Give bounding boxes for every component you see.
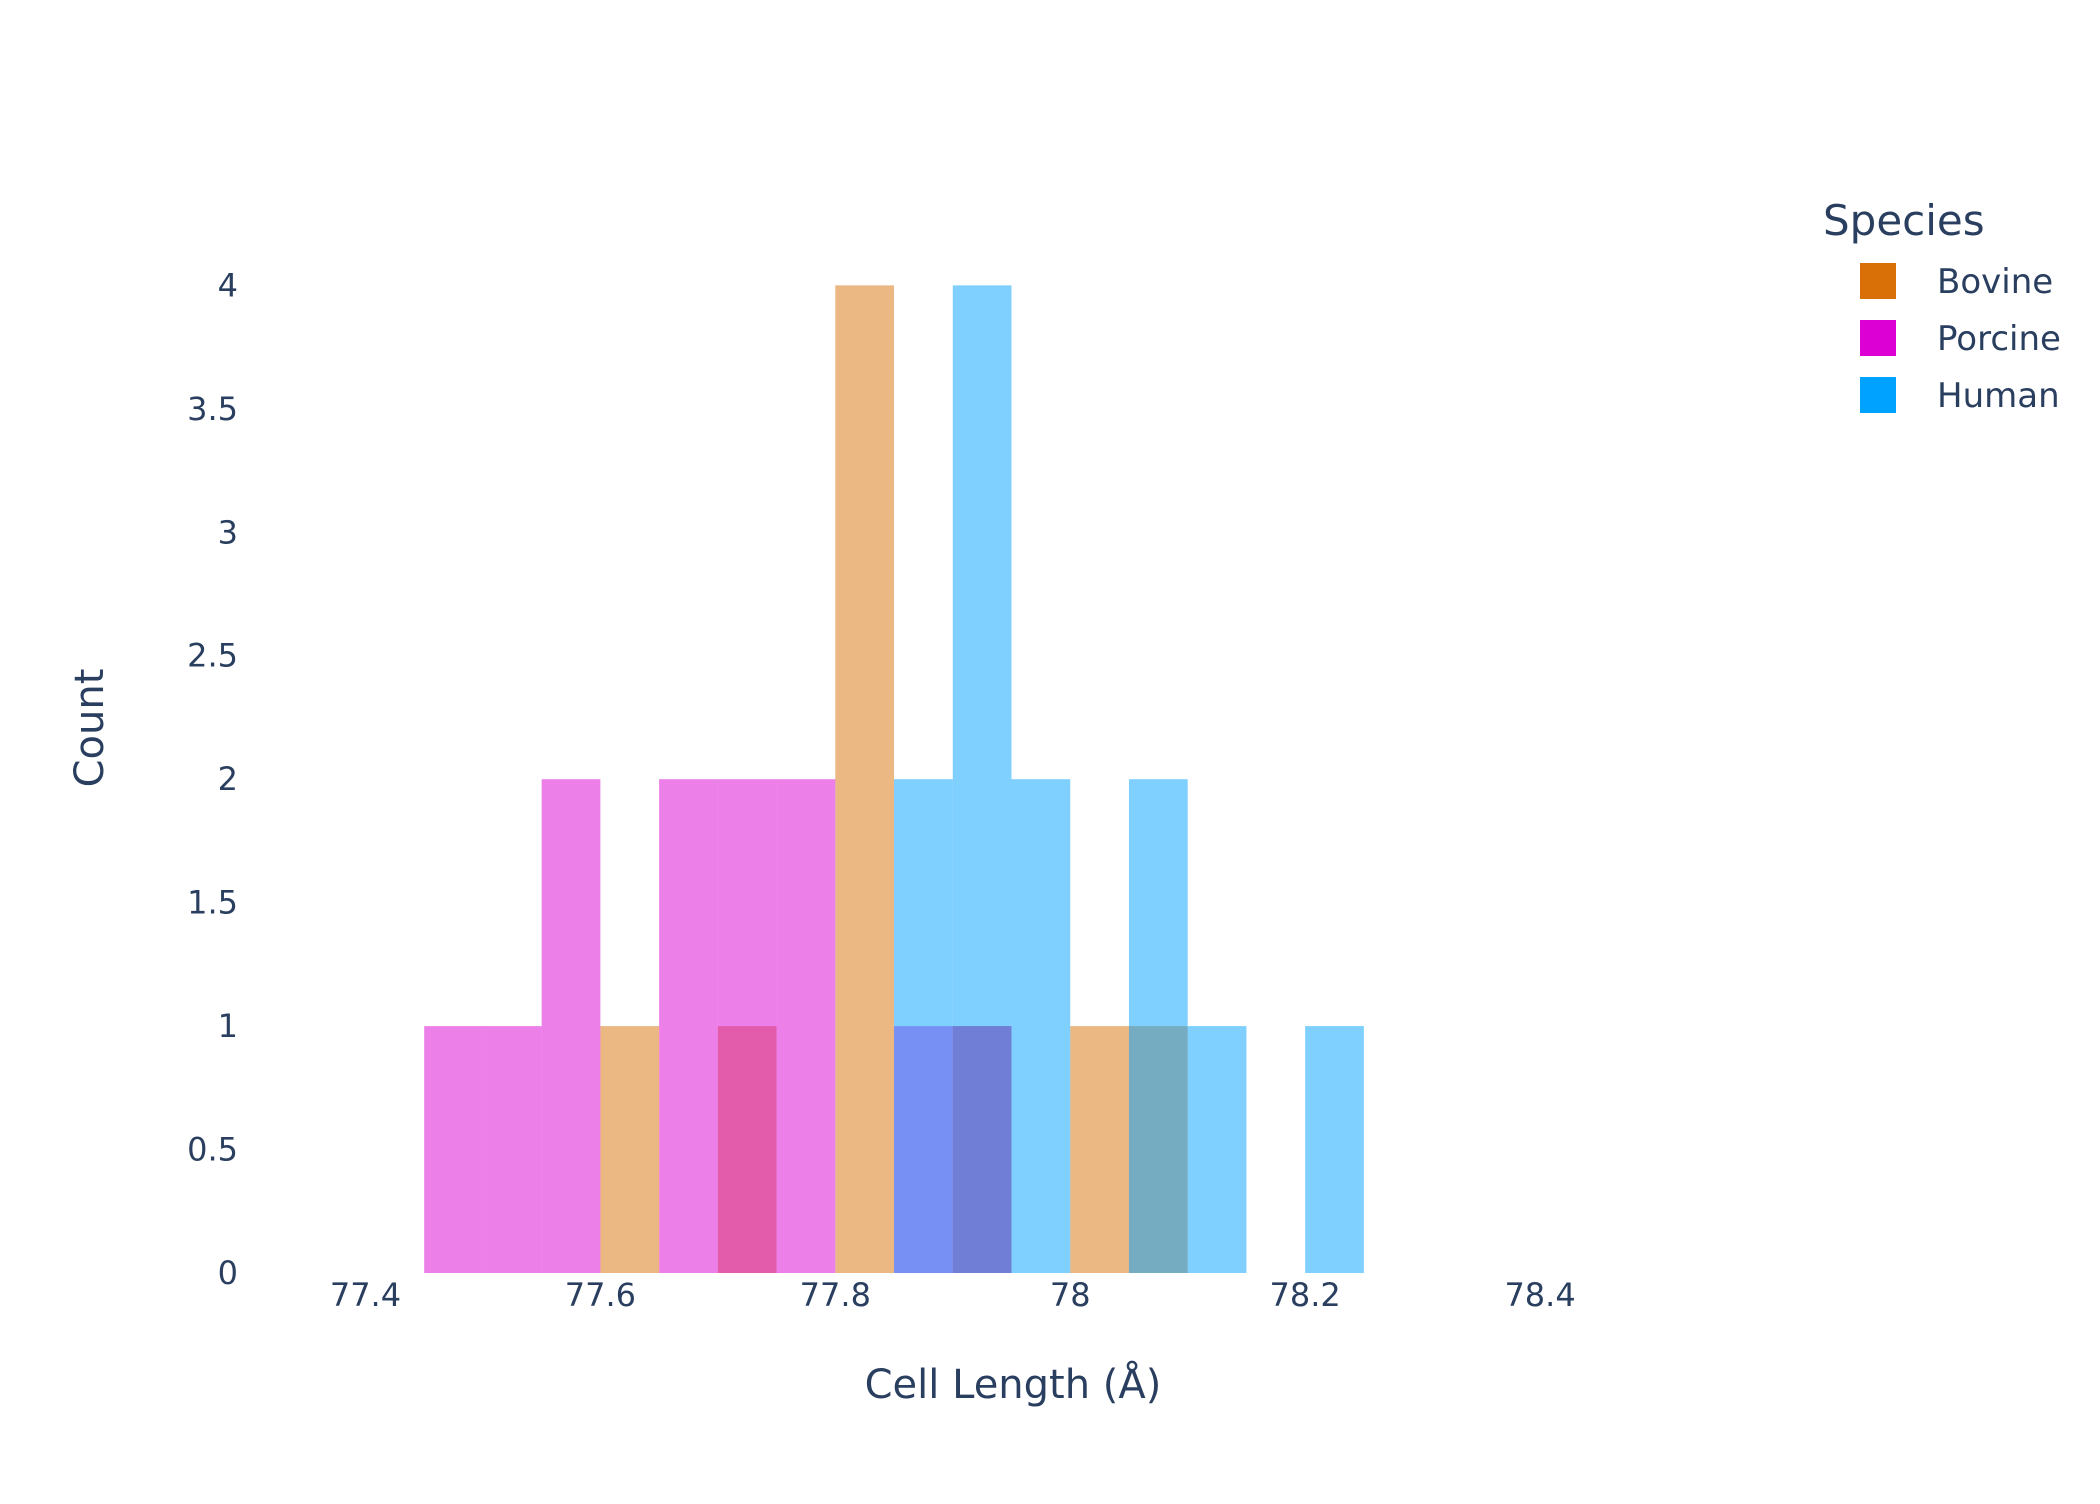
x-axis-title: Cell Length (Å) bbox=[865, 1360, 1162, 1408]
y-axis: 0 0.5 1 1.5 2 2.5 3 3.5 4 bbox=[187, 266, 238, 1292]
legend-item-bovine[interactable]: Bovine bbox=[1860, 262, 2053, 302]
y-tick-label: 4 bbox=[218, 266, 238, 304]
y-tick-label: 0 bbox=[218, 1254, 238, 1292]
legend-item-porcine[interactable]: Porcine bbox=[1860, 319, 2061, 359]
y-tick-label: 3 bbox=[218, 513, 238, 551]
y-tick-label: 1 bbox=[218, 1007, 238, 1045]
legend-swatch bbox=[1860, 377, 1896, 413]
bar-human-0[interactable] bbox=[894, 779, 953, 1273]
legend[interactable]: Species Bovine Porcine Human bbox=[1823, 196, 2061, 416]
x-axis: 77.4 77.6 77.8 78 78.2 78.4 bbox=[330, 1276, 1576, 1314]
legend-item-human[interactable]: Human bbox=[1860, 376, 2060, 416]
bar-porcine-5[interactable] bbox=[776, 779, 836, 1273]
legend-label: Porcine bbox=[1937, 319, 2061, 359]
y-tick-label: 2 bbox=[218, 760, 238, 798]
y-tick-label: 0.5 bbox=[187, 1131, 238, 1169]
bars-layer bbox=[424, 285, 1364, 1273]
legend-label: Human bbox=[1937, 376, 2060, 416]
x-tick-label: 77.8 bbox=[800, 1276, 871, 1314]
legend-items: Bovine Porcine Human bbox=[1860, 262, 2061, 416]
bar-human-5[interactable] bbox=[1305, 1026, 1364, 1273]
bar-human-1[interactable] bbox=[952, 285, 1012, 1273]
y-tick-label: 3.5 bbox=[187, 390, 238, 428]
x-tick-label: 78.2 bbox=[1270, 1276, 1341, 1314]
bar-bovine-2[interactable] bbox=[835, 285, 895, 1273]
bar-porcine-1[interactable] bbox=[482, 1026, 542, 1273]
bar-human-2[interactable] bbox=[1011, 779, 1071, 1273]
bar-porcine-0[interactable] bbox=[424, 1026, 483, 1273]
legend-swatch bbox=[1860, 320, 1896, 356]
bar-porcine-4[interactable] bbox=[717, 779, 777, 1273]
bar-porcine-2[interactable] bbox=[541, 779, 601, 1273]
y-tick-label: 1.5 bbox=[187, 884, 238, 922]
x-tick-label: 78.4 bbox=[1504, 1276, 1575, 1314]
bar-human-4[interactable] bbox=[1187, 1026, 1247, 1273]
y-tick-label: 2.5 bbox=[187, 637, 238, 675]
bar-bovine-4[interactable] bbox=[1070, 1026, 1129, 1273]
legend-title: Species bbox=[1823, 196, 1985, 245]
y-axis-title: Count bbox=[67, 669, 113, 788]
legend-label: Bovine bbox=[1937, 262, 2053, 302]
x-tick-label: 77.6 bbox=[565, 1276, 636, 1314]
legend-swatch bbox=[1860, 263, 1896, 299]
bar-bovine-0[interactable] bbox=[600, 1026, 660, 1273]
bar-human-3[interactable] bbox=[1128, 779, 1188, 1273]
series-human bbox=[894, 285, 1364, 1273]
bar-porcine-3[interactable] bbox=[659, 779, 718, 1273]
x-tick-label: 78 bbox=[1050, 1276, 1091, 1314]
x-tick-label: 77.4 bbox=[330, 1276, 401, 1314]
